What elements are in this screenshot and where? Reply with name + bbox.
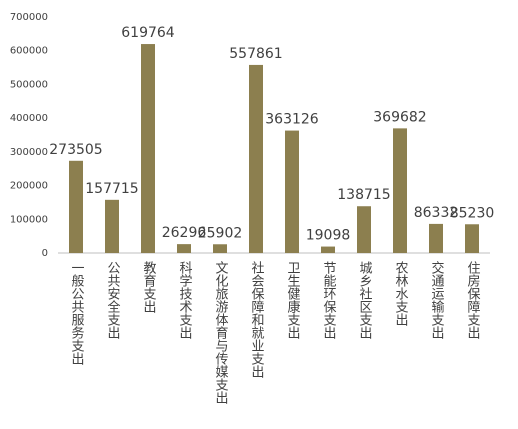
y-tick-label: 600000 xyxy=(10,46,48,57)
y-tick-label: 100000 xyxy=(10,214,48,225)
y-tick-label: 200000 xyxy=(10,181,48,192)
data-label: 25902 xyxy=(198,225,243,241)
bar xyxy=(249,64,263,254)
y-tick-label: 300000 xyxy=(10,147,48,158)
data-label: 19098 xyxy=(306,228,351,244)
bar xyxy=(357,206,371,253)
bar xyxy=(69,160,83,253)
x-tick-label: 节能环保支出 xyxy=(321,261,337,339)
data-label: 557861 xyxy=(229,46,282,62)
data-label: 369682 xyxy=(373,109,426,125)
x-tick-label: 科学技术支出 xyxy=(177,261,193,339)
data-label: 138715 xyxy=(337,187,390,203)
bar xyxy=(465,224,479,253)
bar xyxy=(213,244,227,253)
x-tick-label: 住房保障支出 xyxy=(465,261,481,339)
x-tick-label: 教育支出 xyxy=(141,260,157,313)
x-tick-label: 公共安全支出 xyxy=(105,261,121,339)
bar xyxy=(285,130,299,253)
y-tick-label: 500000 xyxy=(10,79,48,90)
data-label: 86332 xyxy=(414,205,459,221)
x-tick-label: 一般公共服务支出 xyxy=(69,261,85,365)
x-tick-label: 社会保障和就业支出 xyxy=(249,260,265,378)
bar xyxy=(393,128,407,253)
x-tick-label: 交通运输支出 xyxy=(429,260,445,339)
data-label: 273505 xyxy=(49,142,102,158)
x-tick-label: 农林水支出 xyxy=(393,261,409,326)
x-tick-label: 卫生健康支出 xyxy=(285,261,301,339)
y-tick-label: 700000 xyxy=(10,12,48,23)
bar xyxy=(321,246,335,253)
bar xyxy=(141,44,155,253)
data-label: 157715 xyxy=(85,181,138,197)
y-tick-label: 400000 xyxy=(10,113,48,124)
data-label: 85230 xyxy=(450,205,495,221)
data-label: 619764 xyxy=(121,25,175,41)
bar xyxy=(105,199,119,253)
bar xyxy=(177,244,191,253)
x-tick-label: 文化旅游体育与传媒支出 xyxy=(213,261,229,404)
data-label: 363126 xyxy=(265,112,319,128)
bar xyxy=(429,223,443,253)
y-tick-label: 0 xyxy=(42,248,48,259)
data-label: 26296 xyxy=(162,225,207,241)
x-tick-label: 城乡社区支出 xyxy=(357,261,373,339)
